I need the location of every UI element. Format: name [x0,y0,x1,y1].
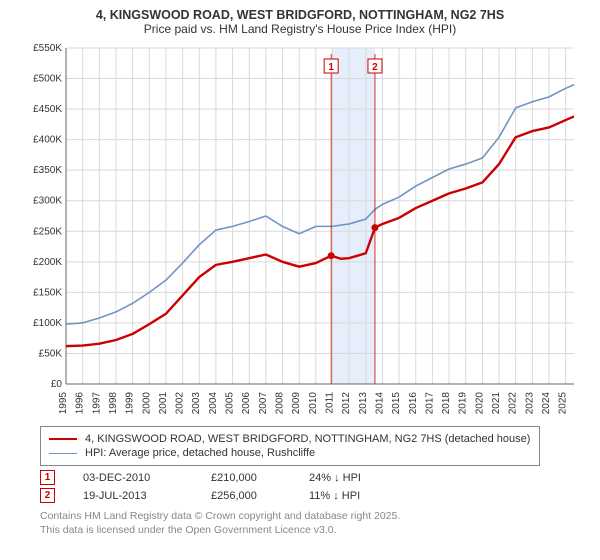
y-tick-label: £400K [33,135,62,146]
x-tick-label: 2000 [141,392,152,415]
legend-label: HPI: Average price, detached house, Rush… [85,447,315,459]
y-tick-label: £300K [33,196,62,207]
x-tick-label: 1999 [125,392,136,415]
x-tick-label: 2018 [441,392,452,415]
x-tick-label: 2016 [408,392,419,415]
sale-marker-label-1: 1 [328,62,334,73]
sale-row: 1 03-DEC-2010 £210,000 24% ↓ HPI [40,470,582,485]
chart-title: 4, KINGSWOOD ROAD, WEST BRIDGFORD, NOTTI… [6,8,594,22]
footer-line-2: This data is licensed under the Open Gov… [40,523,582,537]
sales-table: 1 03-DEC-2010 £210,000 24% ↓ HPI 2 19-JUL-201… [40,470,582,503]
legend-label: 4, KINGSWOOD ROAD, WEST BRIDGFORD, NOTTI… [85,433,530,445]
series-hpi [66,85,574,324]
x-tick-label: 2011 [324,392,335,414]
line-chart: £0 £50K £100K £150K £200K £250K £300K £350K £400… [20,40,580,420]
x-tick-label: 1996 [75,392,86,415]
y-tick-label: £150K [33,287,62,298]
x-tick-label: 2025 [558,392,569,415]
y-tick-label: £200K [33,257,62,268]
sale-date: 19-JUL-2013 [83,490,183,502]
sale-delta: 11% ↓ HPI [309,490,360,502]
x-tick-label: 2013 [358,392,369,415]
y-tick-label: £100K [33,318,62,329]
x-tick-label: 2015 [391,392,402,415]
y-tick-label: £500K [33,74,62,85]
x-tick-label: 2014 [374,392,385,415]
sale-marker-icon: 1 [40,470,55,485]
x-tick-label: 2001 [158,392,169,415]
y-tick-label: £0 [51,379,63,390]
legend-row: HPI: Average price, detached house, Rush… [49,447,531,459]
x-tick-label: 2012 [341,392,352,415]
sale-date: 03-DEC-2010 [83,472,183,484]
y-tick-label: £250K [33,226,62,237]
x-tick-label: 2003 [191,392,202,415]
footer-line-1: Contains HM Land Registry data © Crown c… [40,509,582,523]
sale-delta: 24% ↓ HPI [309,472,361,484]
sale-marker-icon: 2 [40,488,55,503]
legend-swatch [49,438,77,440]
footer-attribution: Contains HM Land Registry data © Crown c… [40,509,582,537]
x-tick-label: 2008 [275,392,286,415]
legend-row: 4, KINGSWOOD ROAD, WEST BRIDGFORD, NOTTI… [49,433,531,445]
x-tick-label: 1998 [108,392,119,415]
x-tick-label: 1995 [58,392,69,415]
x-tick-label: 2020 [474,392,485,415]
x-tick-label: 2010 [308,392,319,415]
x-tick-label: 2024 [541,392,552,415]
legend-box: 4, KINGSWOOD ROAD, WEST BRIDGFORD, NOTTI… [40,426,540,466]
x-tick-label: 2004 [208,392,219,415]
y-tick-label: £50K [39,348,63,359]
sale-price: £256,000 [211,490,281,502]
x-tick-label: 1997 [91,392,102,415]
sale-row: 2 19-JUL-2013 £256,000 11% ↓ HPI [40,488,582,503]
x-tick-label: 2022 [508,392,519,415]
x-tick-label: 2009 [291,392,302,415]
x-tick-label: 2017 [424,392,435,415]
y-tick-label: £550K [33,43,62,54]
x-tick-label: 2002 [175,392,186,415]
chart-subtitle: Price paid vs. HM Land Registry's House … [6,22,594,36]
x-tick-label: 2007 [258,392,269,415]
x-tick-label: 2005 [225,392,236,415]
x-tick-label: 2021 [491,392,502,415]
y-tick-label: £450K [33,104,62,115]
x-tick-label: 2019 [458,392,469,415]
x-tick-label: 2023 [524,392,535,415]
sale-marker-label-2: 2 [372,62,378,73]
sale-price: £210,000 [211,472,281,484]
y-tick-label: £350K [33,165,62,176]
legend-swatch [49,453,77,454]
x-tick-label: 2006 [241,392,252,415]
